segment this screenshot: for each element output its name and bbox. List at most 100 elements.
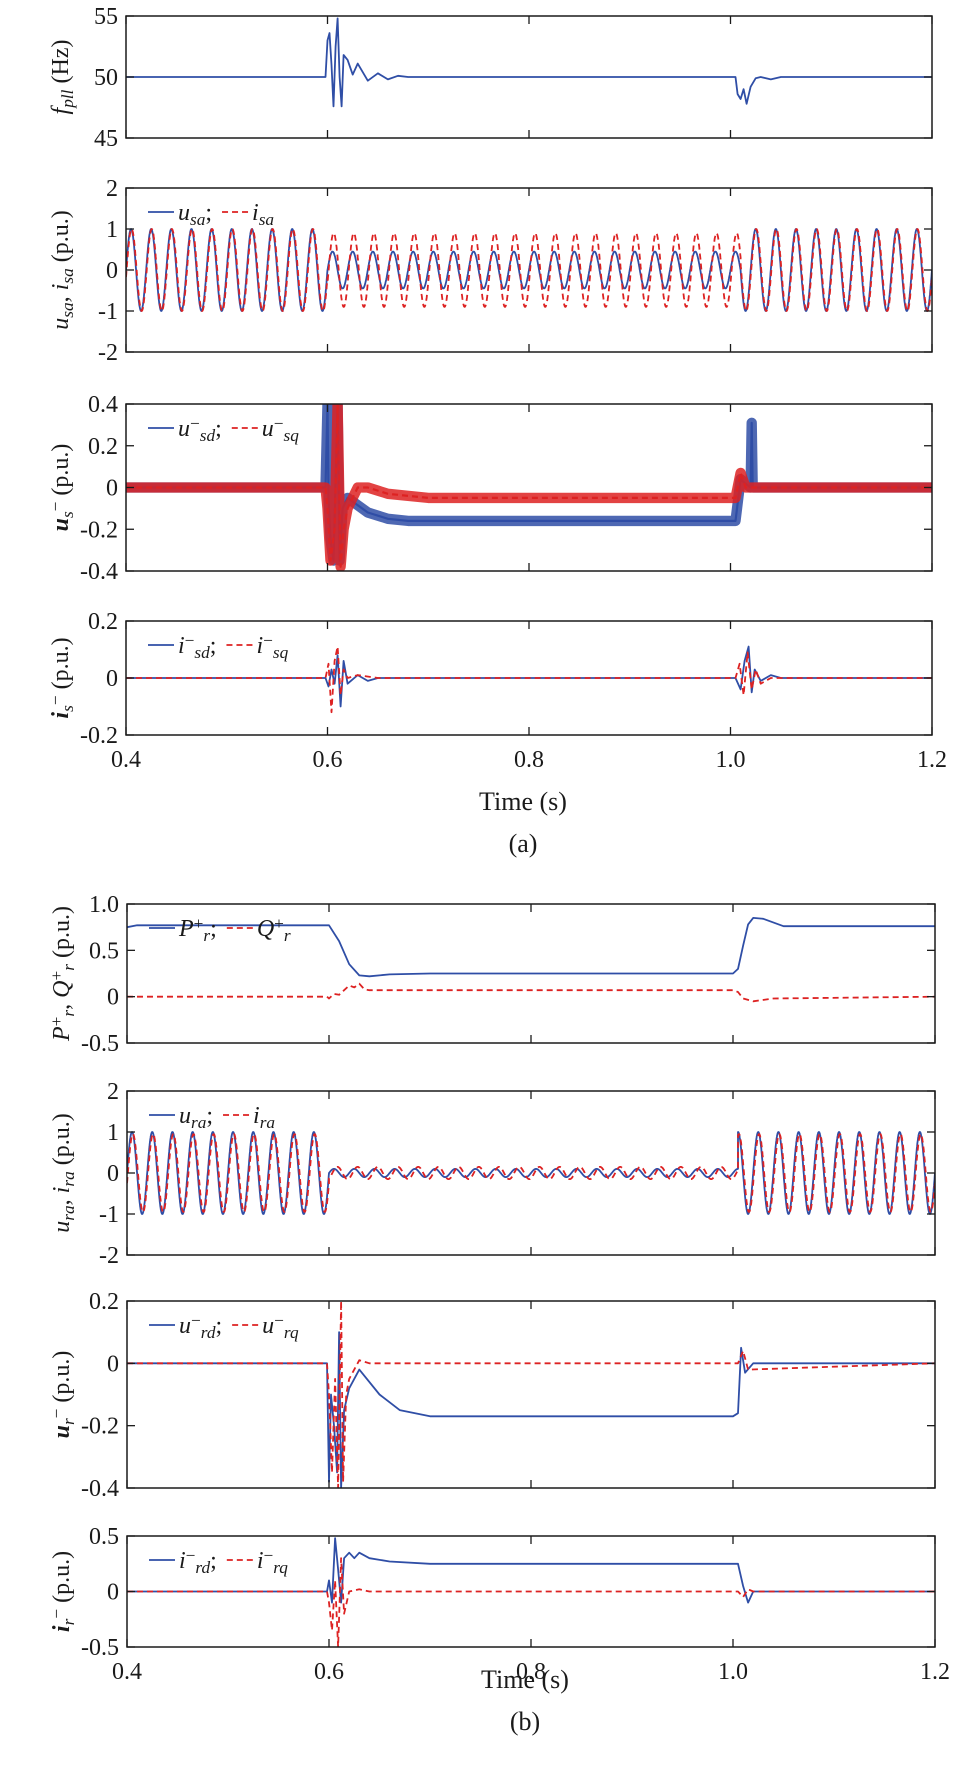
legend-label-2: i−sq (256, 631, 288, 662)
label-part: (p.u.) (48, 444, 74, 502)
y-tick-label: 0.5 (89, 938, 119, 964)
y-tick-label: 0.2 (89, 1289, 119, 1315)
x-tick-label: 1.2 (920, 1659, 950, 1685)
label-part: + (47, 1017, 66, 1027)
label-part: r (59, 1418, 78, 1425)
y-axis-label: ir− (p.u.) (47, 1551, 78, 1632)
legend: i−rd; i−rq (149, 1546, 288, 1577)
legend-label-2: ira (253, 1103, 275, 1132)
y-axis-label: fpll (Hz) (48, 40, 77, 115)
series-line-u_ra (127, 1131, 935, 1215)
y-tick-label: 0 (106, 476, 118, 502)
label-part: − (190, 414, 200, 433)
legend: u−rd; u−rq (149, 1311, 299, 1342)
y-tick-label: -0.4 (80, 559, 118, 585)
legend-label-2: u−sq (262, 414, 299, 445)
label-part: r (59, 1618, 78, 1625)
series-line-P_r^+ (127, 917, 935, 978)
label-part: u (49, 1425, 75, 1438)
label-part: u (262, 1313, 274, 1339)
y-axis-label: ura, ira (p.u.) (49, 1113, 78, 1232)
label-part: sa (58, 302, 77, 317)
y-tick-label: 0 (107, 1351, 119, 1377)
label-part: ; (215, 1313, 222, 1339)
label-part: , (49, 1193, 75, 1205)
label-part: − (263, 631, 273, 650)
chart-panel-3: -0.4 -0.2 0 0.2 0.4 us − (p.u.) u−sd; u−sq (46, 392, 933, 585)
label-part: ; (205, 200, 212, 226)
label-part: ra (59, 1205, 78, 1220)
y-tick-label: -2 (99, 1243, 119, 1269)
label-part: i (179, 1548, 186, 1574)
y-tick-label: -0.5 (81, 1031, 119, 1057)
y-tick-label: -0.2 (80, 517, 118, 543)
label-part: (Hz) (48, 40, 74, 90)
series-band-u_sq^- (126, 404, 932, 571)
label-part: rq (284, 1323, 299, 1342)
label-part: (p.u.) (49, 1351, 75, 1409)
label-part: , (48, 290, 74, 302)
y-tick-label: 0.5 (89, 1524, 119, 1550)
label-part: sa (190, 210, 205, 229)
series-line-i_sa (126, 228, 932, 312)
chart-panel-7: -0.4-0.200.2ur− (p.u.)u−rd; u−rq (47, 1289, 936, 1502)
label-part: u (179, 1103, 191, 1129)
label-part: P (178, 916, 194, 942)
label-part: − (47, 1609, 66, 1619)
x-tick-label: 1.2 (917, 747, 947, 773)
chart-panel-8: -0.500.50.4 0.6 0.8 1.0 1.2ir− (p.u.) i−rd; i−… (47, 1524, 950, 1685)
legend-label-1: ura; (179, 1103, 213, 1132)
label-part: ; (210, 916, 217, 942)
label-part: sq (284, 426, 300, 445)
x-axis-label-b: Time (s) (481, 1665, 569, 1694)
series-line-u_rq^- (127, 1301, 935, 1488)
label-part: u (48, 318, 74, 330)
y-tick-label: -0.5 (81, 1635, 119, 1661)
plot-area (127, 1131, 935, 1215)
plot-area (126, 17, 932, 108)
legend: usa; isa (148, 200, 274, 229)
legend: u−sd; u−sq (148, 414, 299, 445)
plot-area (127, 1301, 935, 1488)
label-part: ra (191, 1113, 206, 1132)
y-tick-label: 0.4 (88, 392, 118, 418)
label-part: + (274, 914, 284, 933)
x-tick-label: 0.4 (111, 747, 141, 773)
label-part: f (48, 104, 74, 114)
legend-label-1: usa; (178, 200, 212, 229)
label-part: sd (194, 643, 210, 662)
label-part: ; (206, 1103, 213, 1129)
legend-label-1: u−sd; (178, 414, 222, 445)
legend: ura; ira (149, 1103, 275, 1132)
label-part: − (47, 1409, 66, 1419)
label-part: ra (260, 1113, 275, 1132)
x-tick-label: 1.0 (716, 747, 746, 773)
legend: P+r; Q+r (149, 914, 291, 945)
legend-label-2: isa (252, 200, 274, 229)
label-part: r (59, 1010, 78, 1017)
label-part: − (185, 631, 195, 650)
label-part: u (48, 518, 74, 531)
label-part: s (58, 705, 77, 712)
y-tick-label: 1 (107, 1120, 119, 1146)
label-part: i (257, 1548, 264, 1574)
legend-label-2: Q+r (257, 914, 291, 945)
y-tick-label: 55 (94, 4, 118, 30)
y-tick-label: 0.2 (88, 434, 118, 460)
legend-label-2: i−rq (257, 1546, 288, 1577)
label-part: Q (257, 916, 274, 942)
label-part: sd (200, 426, 216, 445)
x-tick-label: 0.8 (514, 747, 544, 773)
label-part: i (253, 1103, 260, 1129)
x-axis-label-a: Time (s) (479, 787, 567, 816)
series-line-i_ra (127, 1133, 935, 1213)
label-part: (p.u.) (49, 1113, 75, 1171)
label-part: − (274, 1311, 284, 1330)
legend: i−sd; i−sq (148, 631, 289, 662)
label-part: s (58, 511, 77, 518)
label-part: P (49, 1026, 75, 1042)
caption-a: (a) (509, 829, 538, 858)
legend-label-1: i−sd; (178, 631, 216, 662)
label-part: (p.u.) (49, 906, 75, 964)
